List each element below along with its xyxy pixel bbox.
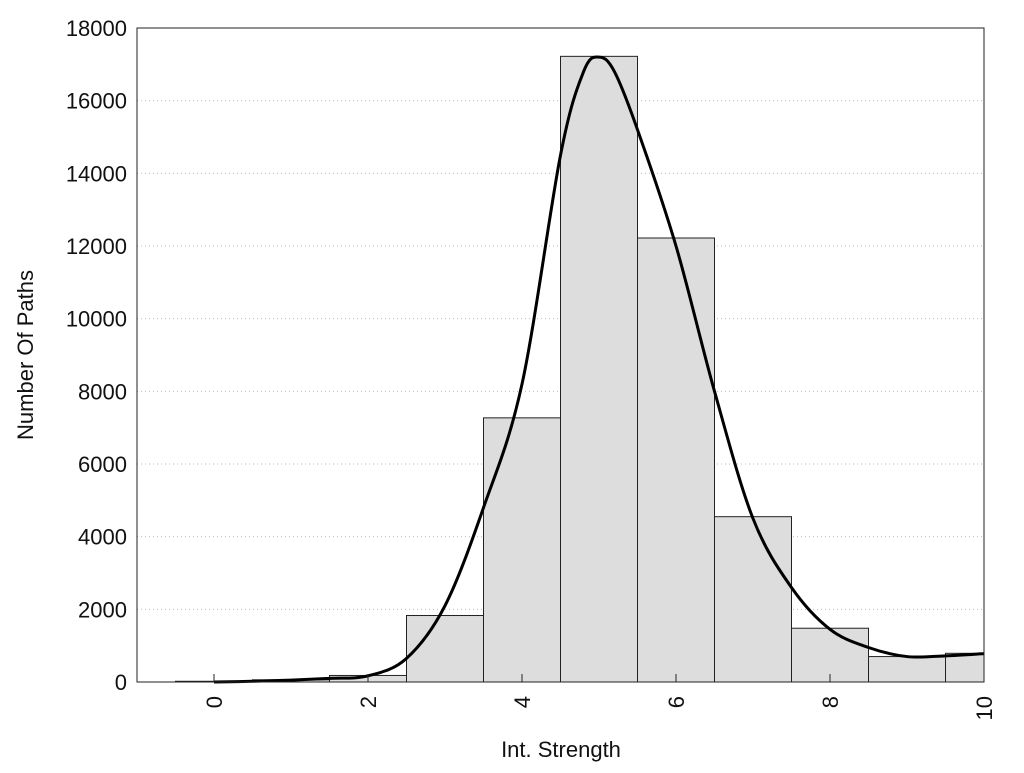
x-tick-label: 8 xyxy=(818,696,843,708)
y-axis-label: Number Of Paths xyxy=(13,270,38,440)
curve-layer xyxy=(213,55,985,684)
x-tick-label: 2 xyxy=(356,696,381,708)
y-tick-label: 18000 xyxy=(66,16,127,41)
density-curve xyxy=(213,55,985,684)
x-tick-label: 6 xyxy=(664,696,689,708)
bars-layer xyxy=(175,55,985,683)
histogram-bar xyxy=(637,237,715,683)
y-axis-ticks: 0 2000 4000 6000 8000 10000 12000 14000 16000 180… xyxy=(66,16,127,695)
x-tick-label: 4 xyxy=(510,696,535,708)
histogram-bar xyxy=(714,516,792,683)
histogram-bar xyxy=(791,627,869,683)
x-tick-label: 10 xyxy=(972,696,997,720)
histogram-bar xyxy=(560,55,638,683)
histogram-bar xyxy=(945,652,985,683)
y-tick-label: 4000 xyxy=(78,525,127,550)
y-tick-label: 12000 xyxy=(66,234,127,259)
histogram-bar xyxy=(868,656,946,683)
y-tick-label: 6000 xyxy=(78,452,127,477)
y-tick-label: 16000 xyxy=(66,89,127,114)
y-tick-label: 0 xyxy=(115,670,127,695)
y-tick-label: 2000 xyxy=(78,597,127,622)
y-tick-label: 14000 xyxy=(66,161,127,186)
histogram-bar xyxy=(483,417,561,683)
y-tick-label: 8000 xyxy=(78,379,127,404)
y-tick-label: 10000 xyxy=(66,307,127,332)
histogram-bar xyxy=(406,615,484,683)
x-axis-label: Int. Strength xyxy=(501,737,621,762)
plot-frame xyxy=(136,27,985,683)
x-tick-label: 0 xyxy=(202,696,227,708)
x-axis-ticks: 0 2 4 6 8 10 xyxy=(202,674,997,720)
